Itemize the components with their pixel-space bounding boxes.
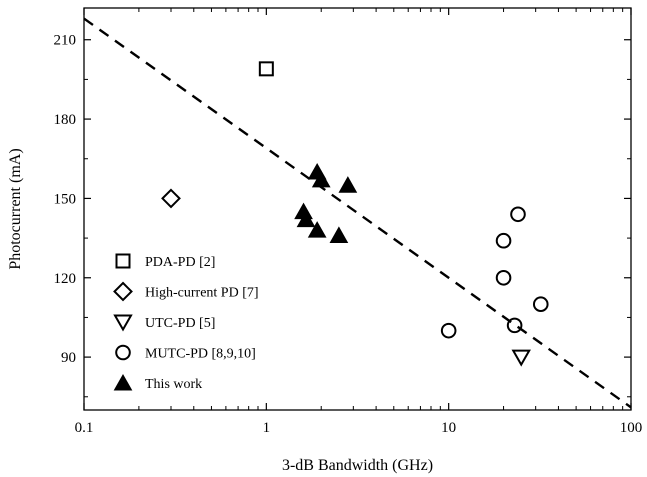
- legend-label: This work: [145, 377, 202, 392]
- y-tick-label: 210: [54, 33, 77, 49]
- y-tick-label: 180: [54, 112, 77, 128]
- data-point: [440, 322, 457, 339]
- legend-marker: [113, 281, 133, 302]
- x-tick-label: 100: [620, 420, 643, 436]
- y-tick-label: 90: [61, 350, 76, 366]
- data-point: [329, 226, 349, 243]
- data-point: [338, 176, 358, 193]
- trend-line: [83, 17, 632, 409]
- data-point: [296, 210, 316, 228]
- data-point: [161, 188, 181, 209]
- legend-marker: [115, 344, 131, 361]
- legend-label: MUTC-PD [8,9,10]: [145, 347, 256, 362]
- x-tick-label: 10: [441, 420, 456, 436]
- data-point: [506, 317, 523, 334]
- data-point: [307, 221, 327, 238]
- legend-marker: [115, 253, 131, 269]
- y-tick-label: 150: [54, 191, 77, 207]
- data-point: [510, 206, 526, 223]
- x-tick-label: 1: [263, 420, 271, 436]
- legend-marker: [113, 373, 133, 391]
- trend-line-layer: [83, 17, 632, 409]
- data-point: [495, 269, 512, 286]
- legend-label: High-current PD [7]: [145, 286, 259, 301]
- legend: PDA-PD [2] High-current PD [7] UTC-PD [5] M…: [113, 253, 259, 392]
- plot-frame: [83, 7, 632, 411]
- legend-label: UTC-PD [5]: [145, 316, 215, 331]
- data-point: [311, 170, 331, 188]
- y-tick-label: 120: [54, 271, 77, 287]
- x-tick-label: 0.1: [75, 420, 94, 436]
- x-axis-title: 3-dB Bandwidth (GHz): [282, 457, 433, 474]
- y-axis-title: Photocurrent (mA): [7, 148, 24, 269]
- data-point: [258, 61, 274, 77]
- data-points-layer: [161, 61, 549, 367]
- legend-label: PDA-PD [2]: [145, 255, 215, 270]
- data-point: [532, 296, 549, 313]
- data-point: [495, 232, 512, 249]
- legend-marker: [113, 314, 133, 332]
- data-point: [511, 349, 531, 367]
